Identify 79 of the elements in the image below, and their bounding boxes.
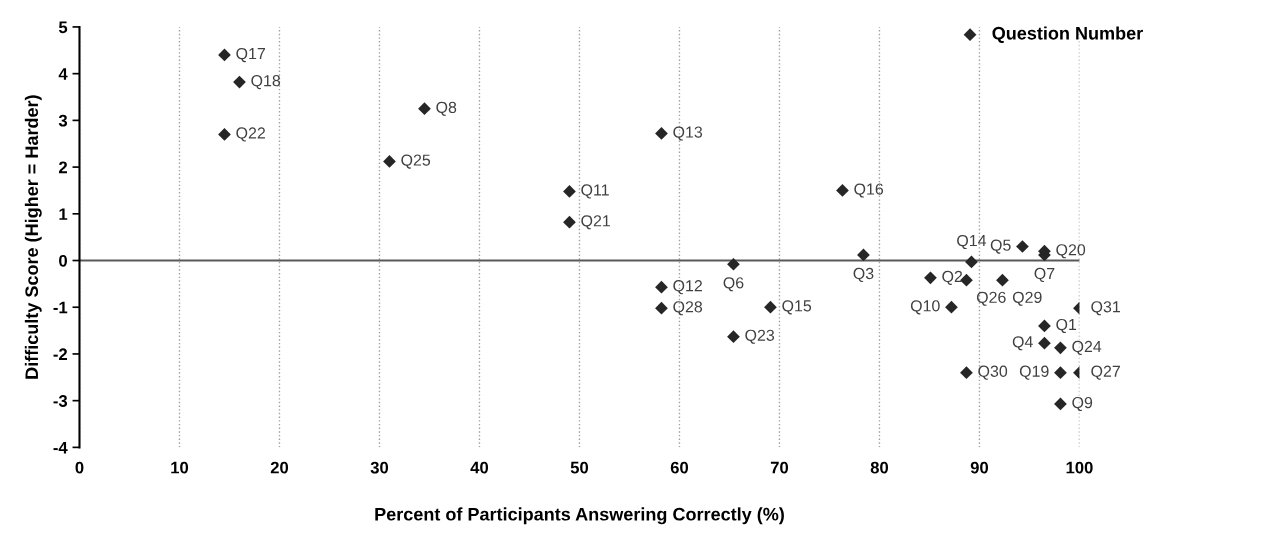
point xyxy=(1054,341,1067,355)
x-tick-label: 10 xyxy=(171,461,189,474)
annotation: Q18 xyxy=(251,75,281,90)
annotation: Q19 xyxy=(1019,365,1049,380)
annotation: Q29 xyxy=(1012,291,1042,306)
annotation: Q24 xyxy=(1072,340,1102,356)
annotation: Q15 xyxy=(782,300,812,315)
x-tick-label: 70 xyxy=(770,461,789,474)
annotation: Q26 xyxy=(976,291,1006,306)
annotation: Q8 xyxy=(436,101,457,116)
x-tick-label: 20 xyxy=(270,461,289,474)
point xyxy=(655,127,668,140)
x-tick-label: 90 xyxy=(970,461,989,474)
point xyxy=(655,280,668,294)
point xyxy=(563,185,576,198)
point xyxy=(655,301,668,315)
y-tick-label: 4 xyxy=(58,68,68,80)
point xyxy=(727,257,740,271)
annotation: Q17 xyxy=(236,47,265,63)
x-tick-label: 50 xyxy=(570,461,589,474)
point xyxy=(764,300,777,314)
y-tick-label: 0 xyxy=(59,254,67,267)
point xyxy=(727,330,740,344)
x-tick-label: 60 xyxy=(670,461,689,474)
y-tick-label: -4 xyxy=(53,441,68,454)
point xyxy=(996,273,1009,287)
annotation: Q23 xyxy=(745,329,775,344)
legend-label: Question Number xyxy=(992,26,1143,44)
annotation: Q27 xyxy=(1091,365,1120,380)
y-axis-title: Difficulty Score (Higher = Harder) xyxy=(24,95,42,379)
x-axis-title: Percent of Participants Answering Correctly (%) xyxy=(375,507,784,525)
point xyxy=(1038,319,1051,333)
annotation: Q9 xyxy=(1072,396,1093,412)
x-tick-label: 0 xyxy=(75,461,84,474)
y-tick-label: -1 xyxy=(53,301,68,314)
point xyxy=(836,184,849,197)
annotation: Q4 xyxy=(1012,336,1033,351)
annotation: Q16 xyxy=(854,183,884,198)
x-tick-label: 30 xyxy=(370,461,389,474)
annotation: Q31 xyxy=(1091,301,1120,316)
point xyxy=(924,271,937,285)
y-tick-label: 5 xyxy=(58,21,68,34)
annotation: Q22 xyxy=(236,127,265,142)
y-tick-label: -3 xyxy=(53,395,68,407)
annotation: Q6 xyxy=(723,277,744,292)
annotation: Q3 xyxy=(853,267,874,282)
annotation: Q28 xyxy=(673,301,703,316)
annotation: Q21 xyxy=(581,215,610,230)
annotation: Q7 xyxy=(1034,267,1055,282)
annotation: Q1 xyxy=(1056,318,1077,334)
point xyxy=(945,300,958,314)
point xyxy=(418,102,431,116)
point xyxy=(960,366,973,379)
x-tick-label: 100 xyxy=(1066,461,1093,474)
point xyxy=(383,155,396,168)
point xyxy=(857,248,870,262)
point xyxy=(218,128,231,141)
point xyxy=(563,215,576,229)
annotation: Q25 xyxy=(401,154,431,169)
y-tick-label: 2 xyxy=(58,161,68,174)
point xyxy=(965,255,978,269)
y-tick-label: -2 xyxy=(53,348,68,360)
x-tick-label: 40 xyxy=(470,461,489,474)
annotation: Q2 xyxy=(942,270,963,285)
x-tick-label: 80 xyxy=(870,461,889,474)
annotation: Q10 xyxy=(910,300,940,315)
annotation: Q30 xyxy=(978,365,1008,380)
annotation: Q14 xyxy=(957,234,987,250)
point xyxy=(1016,240,1029,253)
annotation: Q12 xyxy=(673,280,702,295)
annotation: Q13 xyxy=(673,126,703,141)
annotation: Q11 xyxy=(581,184,609,199)
annotation: Q20 xyxy=(1056,244,1086,259)
y-tick-label: 3 xyxy=(58,114,68,127)
point xyxy=(1054,397,1067,411)
point xyxy=(1054,366,1067,379)
point xyxy=(1038,336,1051,350)
annotation: Q5 xyxy=(990,239,1011,254)
y-tick-label: 1 xyxy=(59,208,68,220)
